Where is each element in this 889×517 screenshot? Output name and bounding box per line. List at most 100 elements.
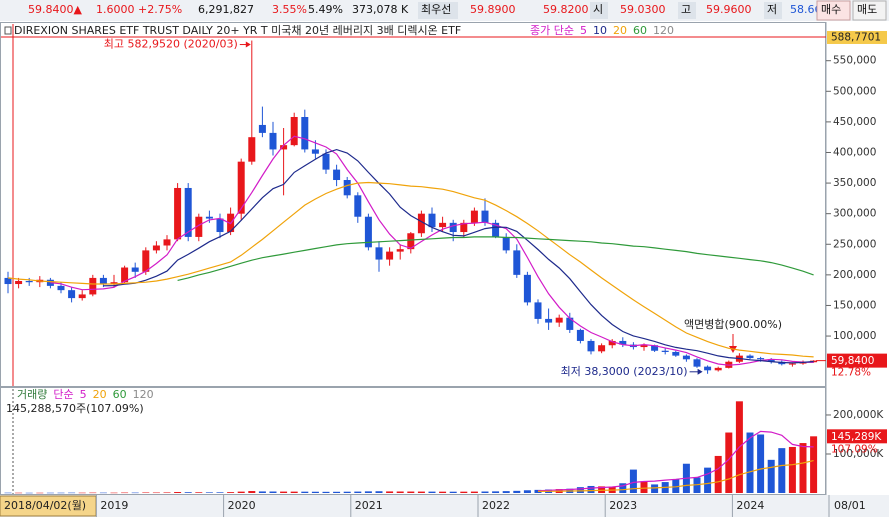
buy-label[interactable]: 매수 — [821, 3, 841, 16]
legend-item: 60 — [633, 24, 647, 37]
split-annotation: 액면병합(900.00%) — [684, 318, 782, 331]
volume-bar — [449, 491, 457, 493]
y-tick-label: 500,000 — [833, 85, 876, 97]
volume-bar — [767, 459, 775, 493]
candle-body — [788, 363, 796, 365]
x-tick-label: 2019 — [100, 499, 128, 512]
y-tick-label: 150,000 — [833, 299, 876, 311]
volume-bar — [704, 467, 712, 493]
volume-bar — [333, 491, 341, 493]
candle-body — [205, 216, 213, 219]
candle-body — [343, 180, 351, 196]
candle-body — [195, 216, 203, 237]
last-price-label: 59,8400 — [831, 355, 874, 367]
candle-body — [523, 274, 531, 303]
volume-bar — [534, 489, 542, 493]
low-annotation: 최저 38,3000 (2023/10) — [561, 365, 688, 378]
label-box — [764, 2, 782, 19]
candle-body — [152, 245, 160, 251]
sell-button[interactable] — [852, 0, 887, 21]
candle-body — [651, 345, 659, 351]
x-axis-bar — [0, 495, 889, 517]
quote-change: 1.6000 — [96, 3, 135, 16]
volume-bar — [672, 479, 680, 493]
annotation-arrow — [697, 368, 703, 375]
quote-high: 59.9600 — [706, 3, 752, 16]
candle-body — [810, 360, 818, 363]
volume-bar — [651, 484, 659, 493]
candle-body — [121, 267, 129, 283]
chart-title: DIREXION SHARES ETF TRUST DAILY 20+ YR T… — [14, 24, 461, 37]
candle-body — [767, 359, 775, 362]
candle-body — [311, 149, 319, 154]
ma-line — [537, 460, 814, 492]
candle-body — [386, 251, 394, 260]
last-volume-label: 145,289K — [831, 431, 882, 443]
y-tick-label: 450,000 — [833, 116, 876, 128]
volume-bar — [364, 491, 372, 493]
candle-body — [396, 249, 404, 252]
volume-bar — [439, 491, 447, 493]
candle-body — [142, 250, 150, 272]
ma-line — [7, 181, 814, 358]
volume-bar — [322, 491, 330, 493]
volume-bar — [481, 491, 489, 493]
max-marker-label: 588,7701 — [831, 31, 881, 43]
volume-bar — [89, 492, 97, 494]
candle-body — [15, 280, 23, 285]
candle-body — [470, 210, 478, 223]
cursor-date: 2018/04/02(월) — [4, 499, 86, 512]
candle-body — [439, 222, 447, 228]
candle-body — [290, 116, 298, 146]
candle-body — [248, 137, 256, 162]
candle-body — [131, 267, 139, 272]
candle-body — [57, 285, 65, 291]
sell-label[interactable]: 매도 — [857, 3, 877, 16]
volume-bar — [513, 490, 521, 493]
last-volume-ratio: 107.09% — [831, 443, 878, 455]
volume-bar — [757, 434, 765, 493]
buy-button[interactable] — [816, 0, 851, 21]
candle-body — [757, 358, 765, 360]
quote-price: 59.8400▲ — [28, 3, 82, 16]
volume-bar — [68, 492, 76, 494]
volume-bar — [46, 492, 54, 494]
max-marker-box — [827, 30, 887, 44]
quote-label: 최우선 — [421, 3, 451, 16]
volume-bar — [810, 436, 818, 493]
volume-bar — [799, 443, 807, 493]
legend-item: 120 — [653, 24, 674, 37]
volume-bar — [15, 492, 23, 494]
candle-body — [375, 247, 383, 260]
volume-bar — [36, 492, 44, 494]
candle-body — [333, 169, 341, 181]
volume-bar — [301, 491, 309, 493]
volume-bar — [576, 487, 584, 493]
y-tick-label: 100,000K — [833, 448, 884, 460]
x-tick-label: 2022 — [482, 499, 510, 512]
quote-label: 고 — [681, 3, 691, 16]
volume-bar — [746, 432, 754, 493]
quote-bid: 59.8200 — [543, 3, 589, 16]
volume-bar — [227, 492, 235, 493]
candle-body — [68, 290, 76, 299]
legend-label: 단순 — [53, 388, 73, 401]
candle-body — [163, 239, 171, 246]
quote-volume: 6,291,827 — [198, 3, 254, 16]
legend-item: 10 — [593, 24, 607, 37]
candle-body — [449, 222, 457, 233]
candle-body — [364, 216, 372, 248]
candle-body — [545, 318, 553, 323]
x-tick-label: 2024 — [736, 499, 764, 512]
volume-bar — [502, 491, 510, 493]
candle-body — [746, 355, 754, 359]
volume-bar — [248, 491, 256, 493]
legend-item: 60 — [113, 388, 127, 401]
candle-body — [460, 222, 468, 233]
y-tick-label: 250,000 — [833, 238, 876, 250]
legend-item: 5 — [80, 388, 87, 401]
candle-body — [354, 195, 362, 217]
candle-body — [566, 317, 574, 330]
candle-body — [704, 366, 712, 371]
volume-bar — [269, 491, 277, 493]
